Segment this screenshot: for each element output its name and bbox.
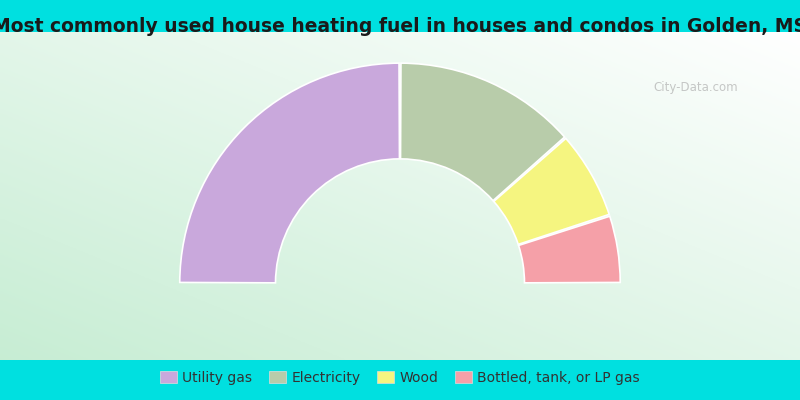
Wedge shape — [180, 63, 399, 283]
Legend: Utility gas, Electricity, Wood, Bottled, tank, or LP gas: Utility gas, Electricity, Wood, Bottled,… — [154, 366, 646, 390]
Wedge shape — [401, 63, 565, 201]
Text: City-Data.com: City-Data.com — [654, 82, 738, 94]
Text: Most commonly used house heating fuel in houses and condos in Golden, MS: Most commonly used house heating fuel in… — [0, 17, 800, 36]
Wedge shape — [494, 138, 609, 244]
Wedge shape — [518, 216, 620, 283]
